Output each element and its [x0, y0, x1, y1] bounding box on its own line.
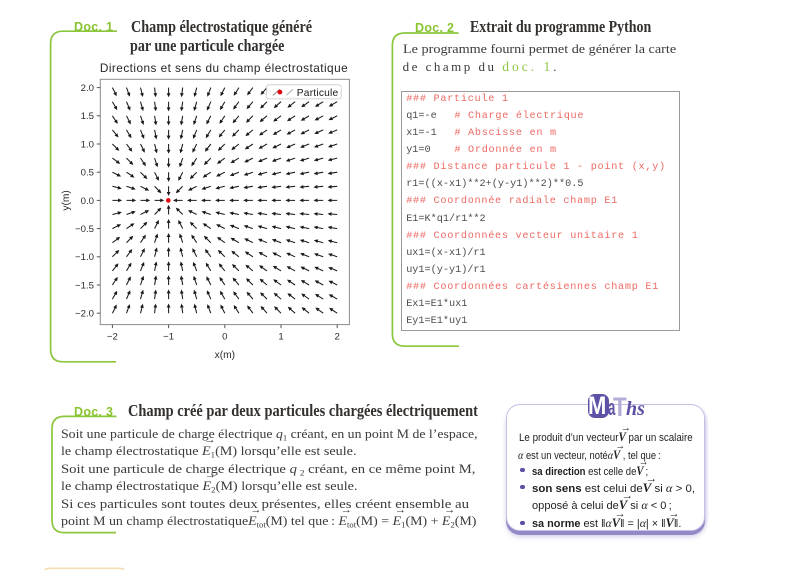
svg-text:−1: −1 — [163, 332, 174, 343]
svg-text:−2: −2 — [107, 332, 118, 343]
svg-text:−2.0: −2.0 — [75, 309, 94, 320]
svg-text:−1.5: −1.5 — [75, 280, 94, 291]
svg-text:Directions et sens du champ él: Directions et sens du champ électrostati… — [100, 61, 348, 75]
svg-text:0: 0 — [222, 332, 227, 343]
svg-text:x(m): x(m) — [215, 350, 235, 361]
svg-text:−1.0: −1.0 — [75, 252, 94, 263]
svg-text:1.5: 1.5 — [81, 111, 94, 122]
svg-text:−0.5: −0.5 — [75, 224, 94, 235]
svg-text:Particule: Particule — [297, 88, 339, 99]
svg-text:1: 1 — [278, 332, 283, 343]
svg-text:0.0: 0.0 — [81, 196, 94, 207]
svg-text:0.5: 0.5 — [81, 168, 94, 179]
svg-text:2: 2 — [335, 332, 340, 343]
svg-text:y(m): y(m) — [61, 190, 72, 210]
svg-text:1.0: 1.0 — [81, 139, 94, 150]
svg-text:2.0: 2.0 — [81, 83, 94, 94]
